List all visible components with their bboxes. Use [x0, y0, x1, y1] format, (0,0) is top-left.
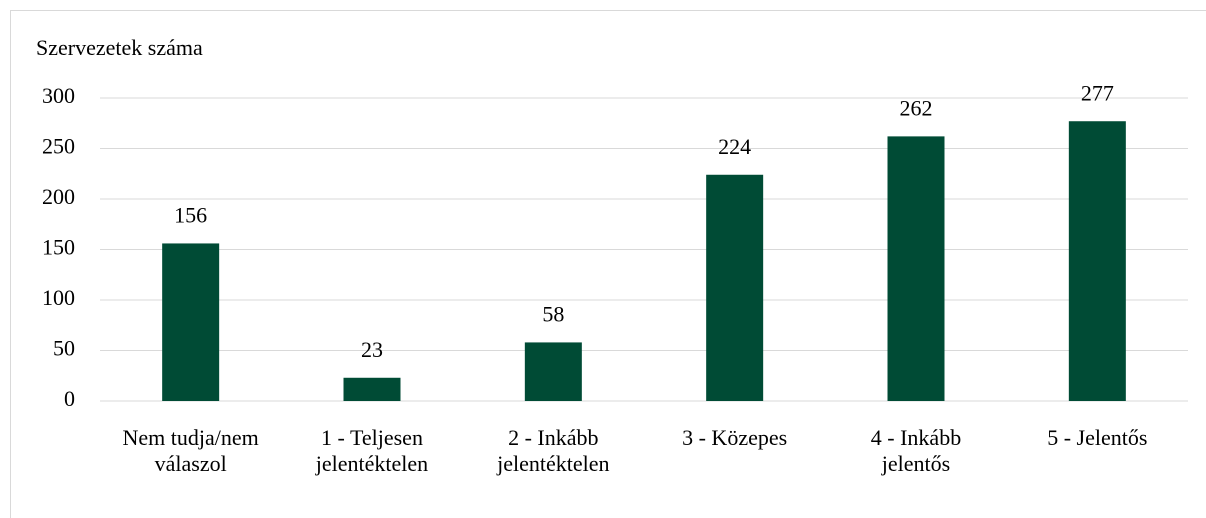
- bar: [343, 377, 401, 401]
- y-tick-label: 200: [42, 184, 75, 209]
- data-label: 58: [542, 301, 564, 326]
- data-label: 277: [1081, 80, 1114, 105]
- x-tick-label: 3 - Közepes: [682, 425, 788, 450]
- y-axis-label: Szervezetek száma: [36, 35, 203, 60]
- x-tick-label: 1 - Teljesen jelentéktelen: [315, 425, 429, 476]
- y-tick-label: 150: [42, 235, 75, 260]
- bar: [162, 243, 220, 401]
- chart-frame: [10, 10, 1206, 518]
- y-tick-label: 250: [42, 134, 75, 159]
- bar: [887, 136, 945, 401]
- y-tick-label: 50: [53, 336, 75, 361]
- bar: [524, 342, 582, 401]
- x-tick-label: 2 - Inkább jelentéktelen: [497, 425, 610, 476]
- bar: [706, 174, 764, 401]
- x-tick-label: 5 - Jelentős: [1047, 425, 1148, 450]
- data-label: 224: [718, 134, 751, 159]
- data-label: 156: [174, 202, 207, 227]
- y-tick-label: 100: [42, 285, 75, 310]
- data-label: 262: [900, 95, 933, 120]
- x-tick-label: 4 - Inkább jelentős: [870, 425, 962, 476]
- bar: [1068, 121, 1126, 401]
- data-label: 23: [361, 337, 383, 362]
- y-tick-label: 300: [42, 83, 75, 108]
- x-tick-label: Nem tudja/nem válaszol: [122, 425, 259, 476]
- y-tick-label: 0: [64, 386, 75, 411]
